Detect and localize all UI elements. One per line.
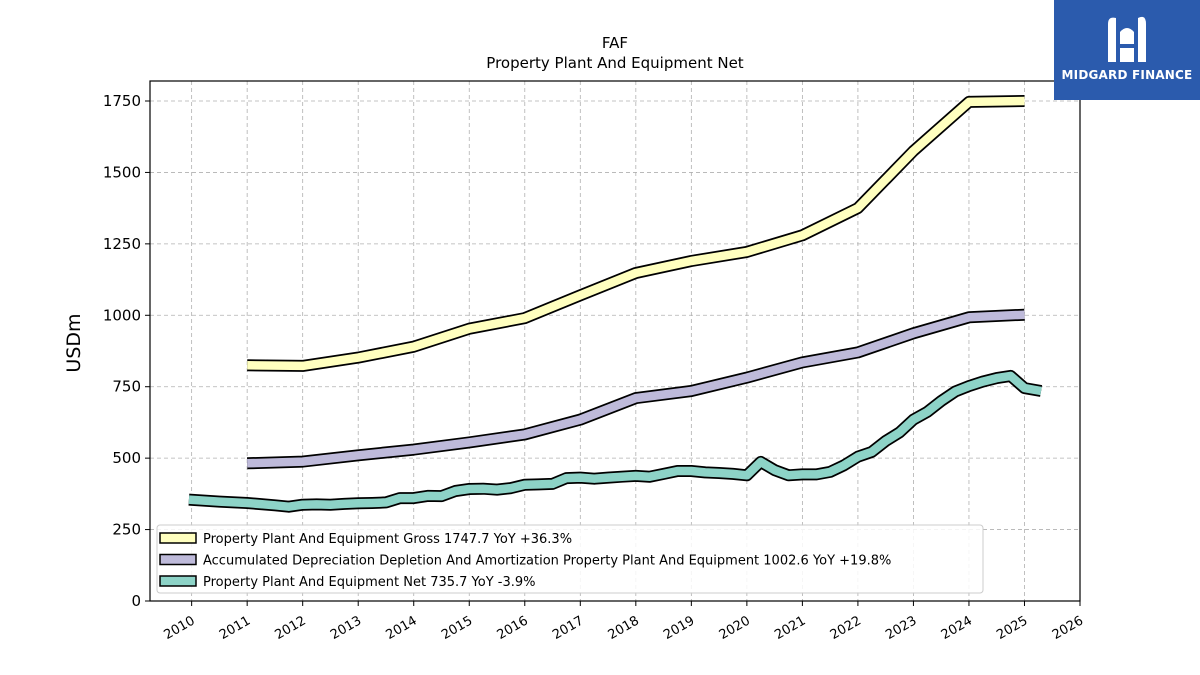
plot-frame bbox=[149, 80, 1081, 602]
x-tick-label: 2016 bbox=[495, 613, 531, 643]
legend-box bbox=[156, 524, 984, 594]
legend-swatch-2 bbox=[159, 575, 197, 587]
y-axis-label: USDm bbox=[63, 313, 85, 372]
y-tick-label: 250 bbox=[112, 521, 141, 539]
y-tick-label: 1250 bbox=[103, 235, 141, 253]
x-tick-label: 2014 bbox=[384, 613, 420, 643]
x-tick-label: 2010 bbox=[161, 613, 197, 643]
x-tick-label: 2025 bbox=[994, 613, 1030, 643]
series-line-1 bbox=[247, 310, 1025, 468]
y-tick-label: 1500 bbox=[103, 163, 141, 181]
x-tick-label: 2024 bbox=[939, 613, 975, 643]
y-tick-label: 500 bbox=[112, 449, 141, 467]
x-tick-label: 2011 bbox=[217, 613, 253, 643]
legend-label-1: Accumulated Depreciation Depletion And A… bbox=[203, 554, 891, 569]
legend-label-2: Property Plant And Equipment Net 735.7 Y… bbox=[203, 575, 536, 590]
x-tick-label: 2018 bbox=[606, 613, 642, 643]
x-tick-label: 2023 bbox=[883, 613, 919, 643]
legend-swatch-1 bbox=[159, 553, 197, 566]
x-tick-label: 2019 bbox=[661, 613, 697, 643]
x-tick-label: 2012 bbox=[273, 613, 309, 643]
chart-title: FAF bbox=[602, 34, 628, 52]
grid bbox=[150, 81, 1080, 601]
y-tick-label: 1000 bbox=[103, 306, 141, 324]
chart-subtitle: Property Plant And Equipment Net bbox=[486, 54, 743, 72]
brand-logo: MIDGARD FINANCE bbox=[1054, 0, 1200, 100]
y-tick-label: 1750 bbox=[103, 92, 141, 110]
x-tick-label: 2017 bbox=[550, 613, 586, 643]
logo-text: MIDGARD FINANCE bbox=[1061, 68, 1193, 82]
x-tick-label: 2021 bbox=[772, 613, 808, 643]
y-tick-label: 750 bbox=[112, 378, 141, 396]
x-tick-label: 2020 bbox=[717, 613, 753, 643]
x-tick-label: 2026 bbox=[1050, 613, 1086, 643]
series-line-0 bbox=[247, 96, 1025, 371]
legend: Property Plant And Equipment Gross 1747.… bbox=[156, 524, 984, 594]
series-layer bbox=[188, 95, 1043, 513]
y-tick-label: 0 bbox=[131, 592, 141, 610]
midgard-logo-icon bbox=[1108, 16, 1146, 63]
x-tick-label: 2022 bbox=[828, 613, 864, 643]
series-line-2 bbox=[188, 371, 1042, 511]
legend-swatch-0 bbox=[159, 532, 197, 544]
legend-label-0: Property Plant And Equipment Gross 1747.… bbox=[203, 532, 572, 547]
x-tick-label: 2015 bbox=[439, 613, 475, 643]
x-tick-label: 2013 bbox=[328, 613, 364, 643]
